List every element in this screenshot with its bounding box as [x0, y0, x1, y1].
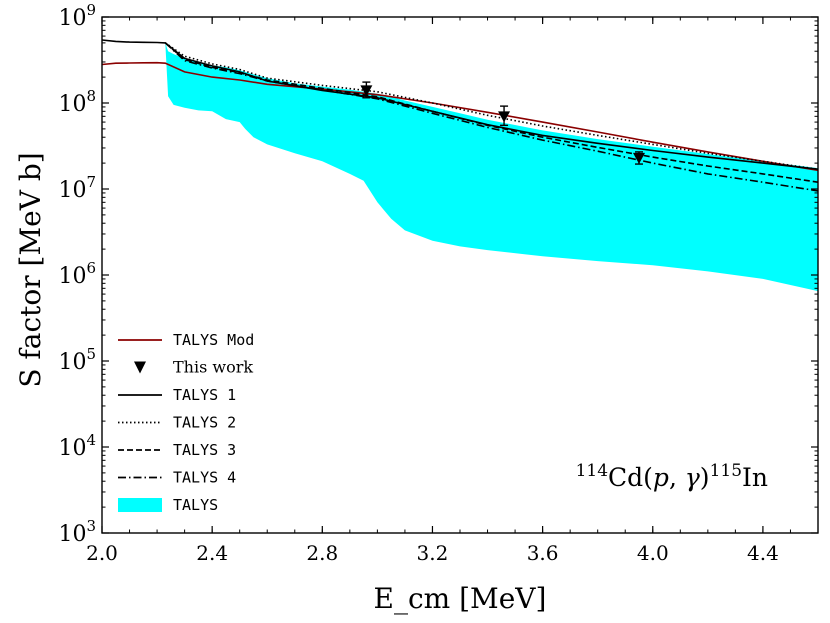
this-work-points-layer: [360, 81, 645, 165]
reaction-target: Cd: [608, 463, 643, 492]
y-tick-base: 10: [58, 264, 86, 289]
talys-band-layer: [165, 42, 818, 292]
y-tick-label: 105: [58, 345, 96, 375]
x-tick-label: 3.6: [527, 541, 559, 565]
down-triangle-marker: [360, 85, 373, 97]
series-line-talys-mod: [102, 61, 818, 172]
y-tick-base: 10: [58, 350, 86, 375]
series-lines-layer: [102, 39, 818, 192]
x-tick-label: 2.8: [306, 541, 338, 565]
ticks-layer: 2.0 2.4 2.8 3.2 3.6 4.0 4.41031041051061071081…: [58, 1, 819, 565]
y-tick-exponent: 5: [86, 345, 96, 363]
down-triangle-marker: [498, 111, 511, 123]
legend: TALYS Mod This work TALYS 1 TALYS 2 TALYS 3 T…: [118, 331, 254, 514]
y-tick-base: 10: [58, 6, 86, 31]
y-tick-base: 10: [58, 522, 86, 547]
series-line-talys-1: [102, 39, 818, 170]
legend-label: TALYS 2: [173, 414, 236, 432]
y-tick-label: 104: [58, 431, 96, 461]
legend-label: TALYS Mod: [173, 331, 254, 349]
reaction-target-mass: 114: [576, 461, 608, 481]
reaction-equation: 114Cd(p, γ)115In: [576, 461, 768, 492]
reaction-close-paren: ): [700, 463, 710, 492]
legend-label: TALYS: [173, 496, 218, 514]
x-tick-label: 4.4: [747, 541, 779, 565]
y-tick-label: 107: [58, 173, 96, 203]
y-tick-exponent: 8: [86, 87, 96, 105]
y-tick-label: 103: [58, 517, 96, 547]
y-tick-base: 10: [58, 436, 86, 461]
y-tick-base: 10: [58, 178, 86, 203]
this-work-point: [633, 151, 645, 165]
y-axis-label: S factor [MeV b]: [14, 152, 47, 387]
legend-swatch: [134, 361, 146, 374]
legend-item: TALYS 1: [118, 386, 236, 404]
legend-item: TALYS Mod: [118, 331, 254, 349]
legend-label: TALYS 1: [173, 386, 236, 404]
series-line-talys-4: [164, 42, 818, 192]
reaction-ejectile: γ: [685, 463, 700, 492]
x-axis-label: E_cm [MeV]: [374, 582, 547, 615]
talys-band: [165, 42, 818, 292]
y-tick-exponent: 9: [86, 1, 96, 19]
legend-item: TALYS 2: [118, 414, 236, 432]
legend-label: This work: [173, 358, 253, 377]
reaction-open-paren: (: [643, 463, 653, 492]
down-triangle-marker: [633, 152, 645, 164]
legend-label: TALYS 3: [173, 441, 236, 459]
legend-item: This work: [134, 358, 253, 377]
x-tick-label: 3.2: [417, 541, 449, 565]
reaction-product-mass: 115: [710, 461, 742, 481]
reaction-product: In: [742, 463, 768, 492]
y-tick-exponent: 4: [86, 431, 96, 449]
x-tick-label: 2.0: [86, 541, 118, 565]
this-work-point: [360, 81, 373, 99]
legend-item: TALYS 3: [118, 441, 236, 459]
y-tick-exponent: 6: [86, 259, 96, 277]
x-tick-label: 2.4: [196, 541, 228, 565]
legend-swatch: [118, 498, 162, 512]
x-tick-label: 4.0: [637, 541, 669, 565]
y-tick-label: 109: [58, 1, 96, 31]
y-tick-label: 106: [58, 259, 96, 289]
legend-item: TALYS 4: [118, 469, 236, 487]
this-work-point: [498, 105, 511, 127]
legend-label: TALYS 4: [173, 469, 236, 487]
reaction-projectile: p: [653, 463, 669, 492]
y-tick-exponent: 7: [86, 173, 96, 191]
y-tick-exponent: 3: [86, 517, 96, 535]
y-tick-label: 108: [58, 87, 96, 117]
legend-item: TALYS: [118, 496, 218, 514]
reaction-label: 114Cd(p, γ)115In: [576, 461, 768, 492]
y-tick-base: 10: [58, 92, 86, 117]
reaction-comma: ,: [669, 463, 685, 492]
series-line-talys-2: [164, 42, 818, 170]
